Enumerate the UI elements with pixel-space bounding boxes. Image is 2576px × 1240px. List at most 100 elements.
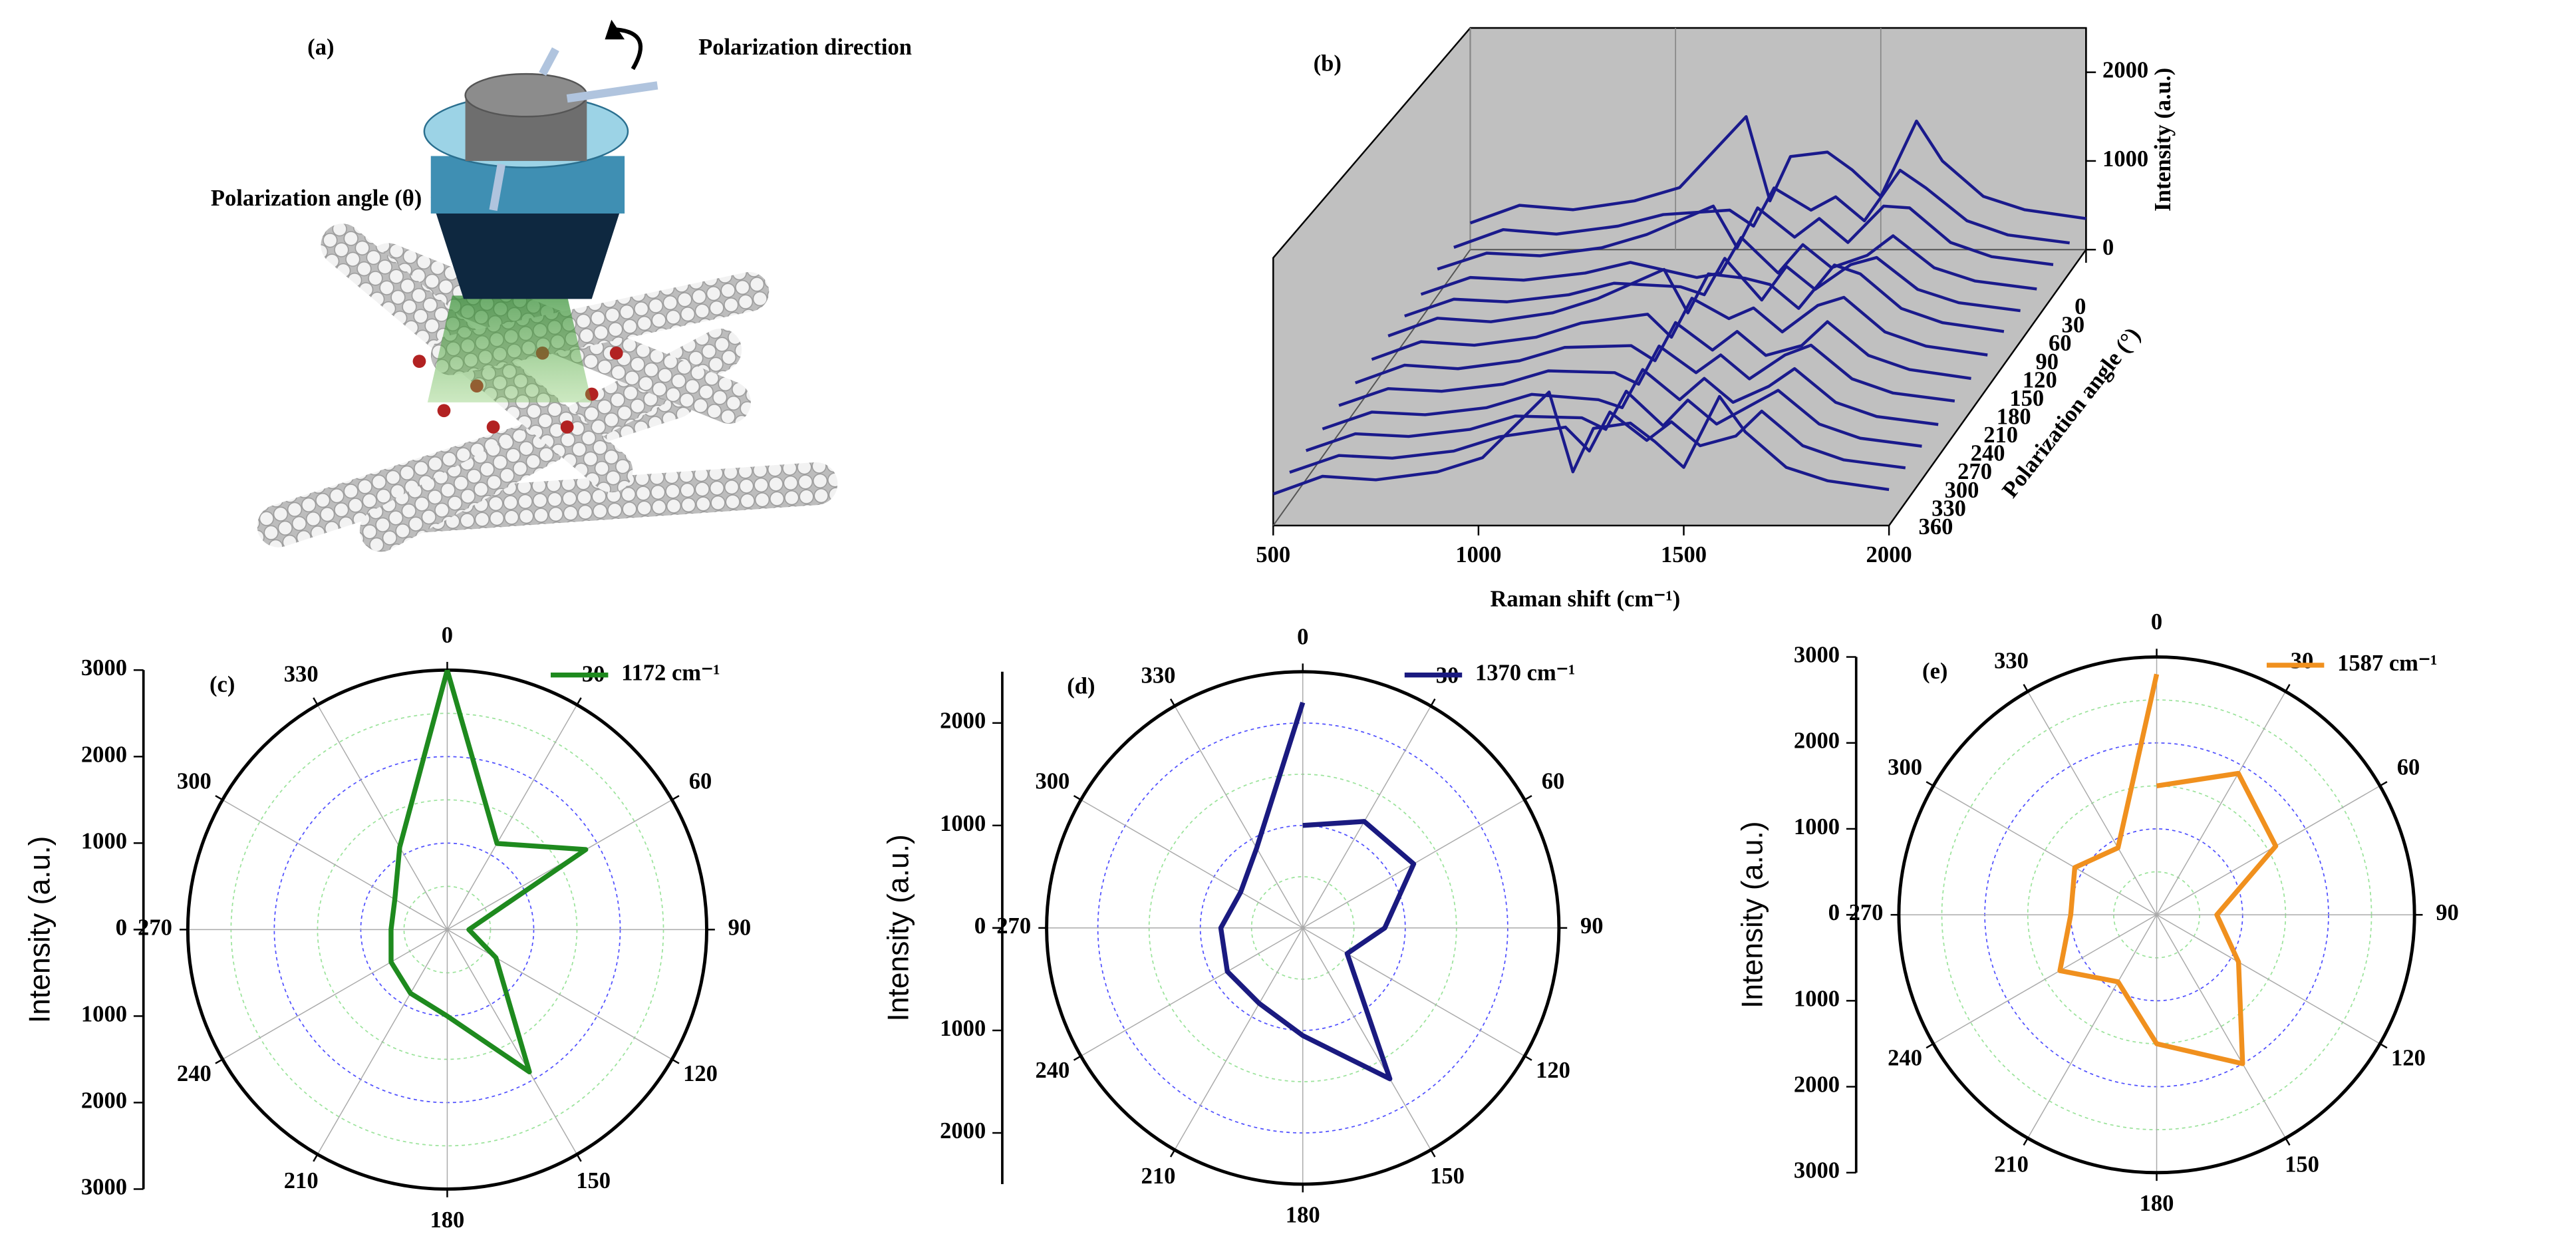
z-tick-label: 150 [2009,386,2044,411]
theta-tick-label: 120 [2391,1046,2426,1071]
spectrum-line [1272,390,1890,496]
polar-frame [1897,655,2416,1175]
spoke [1933,914,2157,1044]
r-tick-label: 0 [116,915,127,940]
theta-tick-label: 300 [1035,769,1070,794]
r-axis-label: Intensity (a.u.) [883,834,915,1021]
theta-tick-label: 0 [2151,609,2162,635]
spoke [2156,785,2380,915]
r-tick-label: 1000 [940,811,986,836]
theta-tick-label: 330 [1141,663,1176,689]
spoke [317,929,448,1155]
theta-tick-label: 180 [1286,1202,1320,1227]
z-tick-label: 0 [2075,294,2086,319]
r-tick-label: 3000 [1794,1158,1840,1183]
legend-label: 1587 cm⁻¹ [2337,651,2437,676]
spoke [1302,705,1431,929]
r-tick-label: 1000 [81,828,127,853]
theta-tick-label: 60 [1542,769,1565,794]
z-tick-label: 60 [2049,331,2072,356]
theta-tick-label: 240 [1888,1046,1922,1071]
theta-tick-label: 120 [1536,1058,1570,1083]
theta-tick-label: 150 [1430,1163,1465,1189]
z-tick-label: 120 [2023,367,2057,392]
r-tick-label: 2000 [1794,1072,1840,1098]
spoke [1080,927,1304,1057]
x-tick-label: 500 [1256,542,1290,567]
z-tick-label: 360 [1919,514,1953,540]
theta-tick-label: 60 [689,769,712,794]
z-tick-label: 90 [2035,349,2059,375]
theta-tick-label: 90 [1580,913,1604,939]
r-axis-label: Intensity (a.u.) [1736,821,1769,1008]
r-tick-label: 1000 [940,1016,986,1041]
spoke [1302,927,1431,1150]
theta-tick-label: 300 [177,769,212,794]
theta-tick-label: 60 [2397,755,2420,780]
r-tick-label: 0 [974,913,986,939]
r-tick-label: 0 [1828,900,1840,925]
theta-tick-label: 330 [284,662,319,687]
spectrum-line [1371,295,1988,361]
spectrum-line [1387,263,2005,338]
legend-label: 1172 cm⁻¹ [621,661,720,686]
spectrum-line [1354,320,1971,385]
theta-tick-label: 270 [1849,900,1884,925]
panel-label: (c) [210,672,235,697]
theta-tick-label: 180 [430,1207,465,1233]
theta-tick-label: 90 [2436,900,2459,925]
legend-label: 1370 cm⁻¹ [1475,661,1575,686]
panel-label: (b) [1314,51,1342,77]
r-tick-label: 2000 [940,1118,986,1144]
theta-tick-label: 0 [1297,624,1308,649]
panel-label: (e) [1922,659,1947,684]
z-tick-label: 300 [1945,478,1979,503]
polar-frame [1045,670,1561,1186]
theta-tick-label: 270 [138,915,172,940]
r-tick-label: 0 [116,915,127,940]
spectrum-line [1338,343,1955,407]
z-tick-label: 210 [1983,422,2018,448]
z-tick-label: 270 [1957,459,1992,484]
theta-tick-label: 150 [576,1168,611,1193]
z-tick-label: 180 [1997,404,2031,430]
theta-tick-label: 210 [1994,1152,2029,1177]
spoke [1174,705,1304,929]
spectrum-line [1437,204,2054,271]
spoke [447,929,672,1060]
spoke [446,704,578,930]
spoke [317,704,448,930]
spoke [222,799,448,931]
r-tick-label: 2000 [1794,728,1840,754]
r-tick-label: 1000 [81,1001,127,1026]
z-tick-label: 330 [1932,496,1966,521]
r-tick-label: 0 [1828,900,1840,925]
spoke [2156,914,2380,1044]
theta-tick-label: 240 [1035,1058,1070,1083]
angle-label: Polarization angle (θ) [211,186,422,211]
spoke [2027,691,2158,915]
spoke [1080,799,1304,929]
polar-line [2057,673,2279,1066]
spoke [1174,927,1304,1150]
spoke [1933,785,2157,915]
z-tick-label: 30 [2062,313,2085,338]
y-tick-label: 0 [2102,235,2114,260]
spectrum-line [1453,168,2070,249]
theta-tick-label: 210 [284,1168,319,1193]
spoke [2027,914,2158,1139]
theta-tick-label: 90 [728,915,752,940]
spoke [222,929,448,1060]
x-tick-label: 1500 [1661,542,1707,567]
r-tick-label: 1000 [1794,814,1840,840]
polar-line [388,669,589,1075]
theta-tick-label: 180 [2140,1191,2174,1216]
spectrum-line [1289,409,1906,474]
illustration: (a) Polarization direction Polarization … [211,19,912,552]
panel-label: (a) [307,35,334,60]
r-tick-label: 3000 [1794,642,1840,667]
theta-tick-label: 210 [1141,1163,1176,1189]
spoke [1302,927,1525,1057]
theta-tick-label: 300 [1888,755,1922,780]
theta-tick-label: 240 [177,1061,212,1086]
